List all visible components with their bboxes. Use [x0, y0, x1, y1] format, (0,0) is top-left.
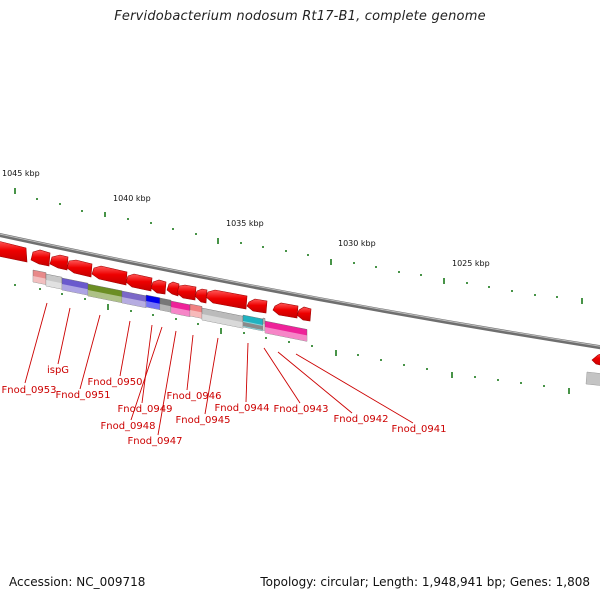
gene-labels: Fnod_0953 ispG Fnod_0951 Fnod_0950 Fnod_0949… — [1, 365, 446, 447]
kbp-label-1045: 1045 kbp — [2, 169, 40, 178]
leader-line — [204, 337, 219, 415]
gene-segment — [189, 303, 203, 319]
kbp-label-1040: 1040 kbp — [113, 194, 151, 203]
genome-backbone-highlight — [0, 233, 600, 347]
gene-segment — [145, 294, 161, 311]
gene-segment-shade — [265, 327, 307, 342]
cds-arrow — [0, 241, 28, 263]
gene-label: Fnod_0943 — [273, 404, 328, 415]
leader-line — [141, 324, 153, 404]
gene-segment-shade — [46, 280, 62, 290]
genome-backbone — [0, 233, 600, 350]
kbp-label-1030: 1030 kbp — [338, 239, 376, 248]
gene-segment — [170, 300, 191, 318]
gene-segment-shade — [263, 324, 265, 331]
cds-arrow — [194, 288, 208, 304]
cds-arrow — [591, 353, 600, 366]
genome-summary-text: Topology: circular; Length: 1,948,941 bp… — [260, 575, 590, 589]
cds-arrow — [246, 298, 268, 314]
gene-segment-shade — [190, 310, 202, 319]
leader-line — [157, 330, 177, 436]
kbp-label-1025: 1025 kbp — [452, 259, 490, 268]
gene-segment-body — [170, 300, 191, 318]
cds-arrow — [296, 306, 312, 322]
leader-line — [57, 307, 71, 365]
leader-line — [79, 314, 101, 390]
leader-line — [245, 342, 249, 403]
gene-label: Fnod_0949 — [117, 404, 172, 415]
leader-line — [295, 353, 414, 424]
gene-label: Fnod_0945 — [175, 415, 230, 426]
leader-line — [130, 326, 163, 421]
gene-segment-shade — [146, 301, 160, 310]
gene-segment — [262, 317, 266, 331]
kbp-label-1035: 1035 kbp — [226, 219, 264, 228]
leader-line — [119, 320, 131, 377]
gene-label: Fnod_0948 — [100, 421, 155, 432]
gene-segment — [61, 277, 89, 296]
accession-text: Accession: NC_009718 — [9, 575, 146, 589]
gene-segment-body — [264, 320, 308, 342]
gene-label: Fnod_0941 — [391, 424, 446, 435]
gene-label: Fnod_0942 — [333, 414, 388, 425]
gene-segment — [32, 269, 47, 285]
gene-label: ispG — [47, 365, 69, 376]
gene-segment-shade — [62, 284, 88, 296]
cds-arrow — [91, 265, 128, 286]
gene-segment — [201, 307, 244, 329]
cds-arrow — [150, 279, 167, 295]
inner-scale-ticks — [14, 284, 570, 394]
gene-segment-body — [201, 307, 244, 329]
cds-arrow — [49, 254, 69, 271]
gene-label: Fnod_0944 — [214, 403, 269, 414]
gene-segment-shade — [171, 307, 190, 317]
cds-arrow — [30, 249, 51, 267]
leader-line — [277, 351, 353, 414]
cds-arrow — [125, 273, 153, 292]
gene-segment-shade — [88, 290, 122, 303]
map-title: Fervidobacterium nodosum Rt17-B1, comple… — [114, 9, 486, 24]
gene-color-track — [32, 269, 308, 342]
gene-segment-shade — [122, 297, 146, 308]
gene-label: Fnod_0951 — [55, 390, 110, 401]
gene-segment-edge — [585, 371, 600, 386]
cds-arrow — [66, 259, 93, 278]
gene-label: Fnod_0947 — [127, 436, 182, 447]
gene-leader-lines — [24, 302, 414, 436]
gene-segment-strip — [243, 322, 263, 330]
cds-arrow — [166, 281, 180, 297]
cds-arrow — [272, 302, 299, 319]
gene-label: Fnod_0953 — [1, 385, 56, 396]
gene-segment — [121, 290, 147, 309]
cds-arrow — [205, 289, 248, 310]
cds-arrow — [176, 284, 197, 301]
gene-segment — [159, 297, 172, 313]
leader-line — [186, 334, 194, 391]
gene-segment-body — [121, 290, 147, 309]
gene-segment-shade — [33, 276, 46, 285]
gene-label: Fnod_0950 — [87, 377, 142, 388]
gene-segment — [87, 283, 123, 304]
gene-segment — [45, 273, 63, 290]
leader-line — [263, 347, 301, 404]
gene-segment-shade — [202, 314, 243, 329]
scale-labels: 1045 kbp 1040 kbp 1035 kbp 1030 kbp 1025… — [2, 169, 490, 268]
gene-segment — [264, 320, 308, 342]
cds-track — [0, 241, 600, 366]
gene-segment-shade — [160, 304, 171, 313]
outer-scale-ticks — [14, 188, 583, 304]
leader-line — [24, 302, 48, 384]
gene-label: Fnod_0946 — [166, 391, 221, 402]
